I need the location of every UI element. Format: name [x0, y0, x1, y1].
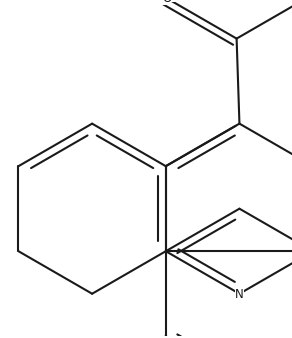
- Text: O: O: [162, 0, 171, 5]
- Text: N: N: [235, 288, 244, 301]
